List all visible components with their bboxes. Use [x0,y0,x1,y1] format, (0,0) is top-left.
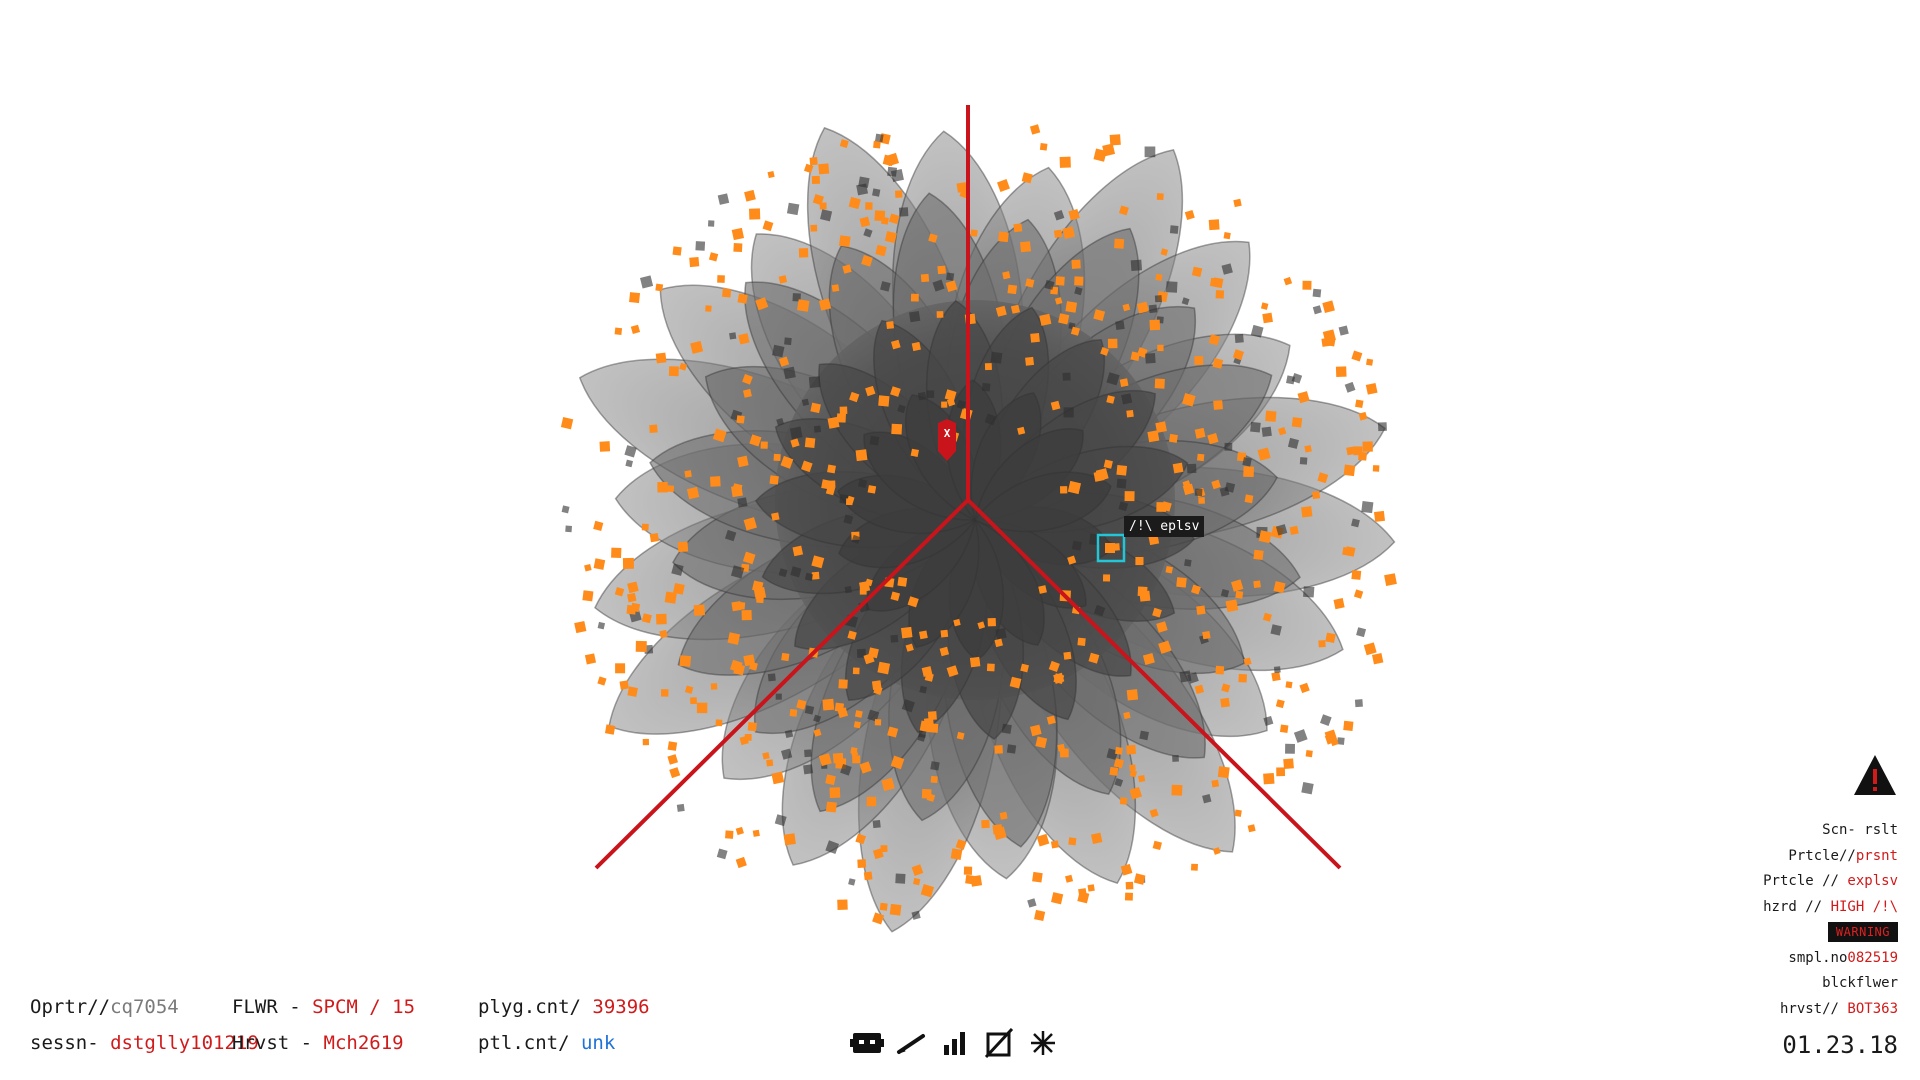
session-value: dstglly101219 [110,1032,259,1054]
polygon-value: 39396 [592,996,650,1018]
pen-icon[interactable] [894,1026,928,1060]
harvest-info: Hrvst - Mch2619 [232,1034,404,1053]
warning-badge: WARNING [1827,922,1898,942]
cancel-box-icon[interactable] [982,1026,1016,1060]
date-display: 01.23.18 [1782,1031,1898,1059]
axis-x [594,498,970,870]
particle-count: ptl.cnt/ unk [478,1034,615,1053]
particle-label: ptl.cnt/ [478,1032,570,1054]
robot-icon[interactable] [850,1026,884,1060]
flower-label: FLWR - [232,996,301,1018]
species-name: blckflwer [1822,975,1898,991]
axis-gizmo[interactable] [594,105,1342,870]
axis-x-marker-label: X [943,427,951,440]
particle-cloud [560,124,1397,925]
flower-value: SPCM / 15 [312,996,416,1018]
asterisk-icon[interactable] [1026,1026,1060,1060]
axis-z [966,498,1342,870]
operator-info: Oprtr//cq7054 [30,998,179,1017]
harvest-bot: hrvst// BOT363 [1779,1000,1898,1017]
session-label: sessn- [30,1032,99,1054]
axis-x-marker[interactable]: X [937,419,957,461]
hazard-level: hzrd // HIGH /!\ [1763,898,1898,915]
warning-triangle-icon [1852,752,1898,798]
operator-label: Oprtr// [30,996,111,1018]
tool-bar [850,1026,1060,1060]
inner-petals [754,299,1196,741]
session-info: sessn- dstglly101219 [30,1034,259,1053]
particle-marker-label[interactable]: /!\ eplsv [1124,516,1205,537]
selected-particle-box[interactable] [1096,533,1126,563]
polygon-label: plyg.cnt/ [478,996,581,1018]
polygon-count: plyg.cnt/ 39396 [478,998,650,1017]
scan-result-label: Scn- rslt [1822,822,1898,838]
flower-info: FLWR - SPCM / 15 [232,998,415,1017]
scan-result-panel: Scn- rslt Prtcle//prsnt Prtcle // explsv… [1698,752,1898,1022]
particle-type: Prtcle // explsv [1763,873,1898,889]
particle-value: unk [580,1032,616,1054]
sample-number: smpl.no082519 [1788,949,1898,966]
harvest-value: Mch2619 [323,1032,404,1054]
bar-chart-icon[interactable] [938,1026,972,1060]
particle-status: Prtcle//prsnt [1788,847,1898,864]
harvest-label: Hrvst - [232,1032,313,1054]
operator-value: cq7054 [110,996,179,1018]
selected-particle[interactable] [1105,543,1115,553]
